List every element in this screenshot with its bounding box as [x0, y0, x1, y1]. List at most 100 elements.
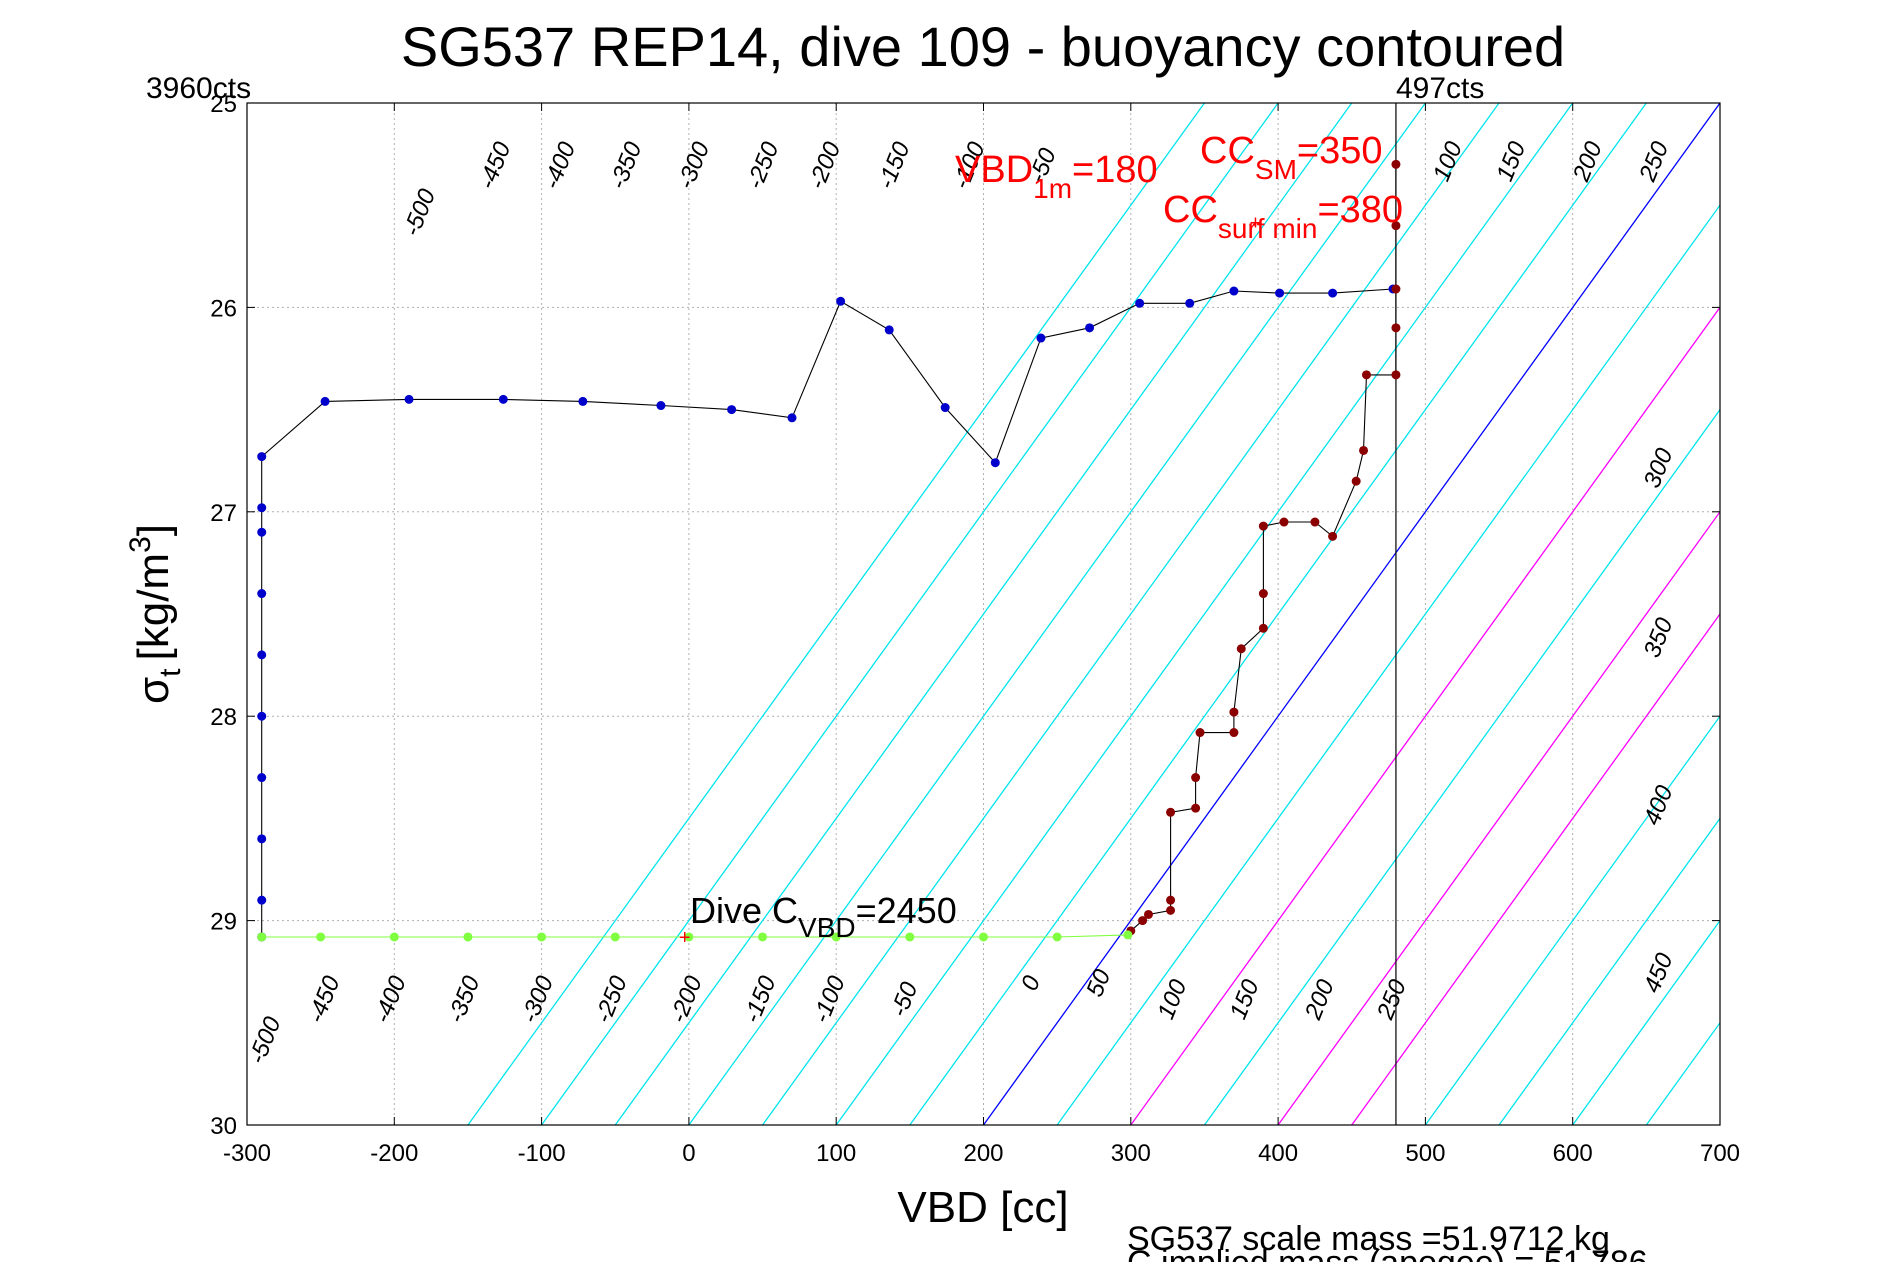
contour-label-top: -400: [538, 138, 581, 193]
data-point: [1085, 323, 1095, 333]
contour-line-cyan: [1794, 103, 1891, 1125]
data-point: [1391, 159, 1401, 169]
x-tick-label: 700: [1700, 1140, 1740, 1167]
contour-line-cyan: [1203, 408, 1720, 1125]
data-point: [1258, 589, 1268, 599]
series-layer: ++: [257, 103, 1401, 1125]
y-label-units-sup: 3: [124, 536, 157, 553]
data-point: [979, 932, 988, 942]
contour-label-top: 200: [1567, 137, 1608, 186]
annotation-cc-surf-min: CCsurf min=380: [1163, 189, 1403, 244]
y-label-sub: t: [154, 668, 187, 677]
top-right-counts: 497cts: [1396, 72, 1484, 105]
contour-line-cyan: [835, 103, 1574, 1125]
x-tick-label: 400: [1258, 1140, 1298, 1167]
data-point: [1166, 905, 1176, 915]
y-tick-label: 27: [210, 500, 237, 527]
y-axis-ticks: 25 26 27 28 29 30: [210, 91, 1720, 1140]
contour-label-top: -500: [398, 185, 441, 240]
data-point: [257, 834, 267, 844]
data-point: [578, 396, 588, 406]
data-point: [656, 401, 666, 411]
data-point: [1195, 728, 1205, 738]
y-label-units: [kg/m: [129, 553, 178, 661]
data-point: [257, 589, 267, 599]
data-point: [1191, 773, 1201, 783]
y-tick-label: 25: [210, 91, 237, 118]
x-tick-label: 100: [816, 1140, 856, 1167]
contour-label-bottom: 150: [1225, 975, 1265, 1023]
y-tick-label: 28: [210, 704, 237, 731]
data-point: [1229, 286, 1239, 296]
series-line-0: [261, 288, 1394, 937]
contour-label-right: 350: [1639, 614, 1679, 662]
contour-line-cyan: [541, 103, 1279, 1125]
contour-line-cyan: [1572, 919, 1720, 1125]
y-axis-label: σt [kg/m3]: [124, 524, 187, 704]
chart-title: SG537 REP14, dive 109 - buoyancy contour…: [401, 15, 1565, 78]
data-point: [990, 458, 1000, 468]
contour-line-200: [1277, 510, 1720, 1125]
data-point: [1123, 930, 1133, 940]
contour-label-top: 150: [1491, 137, 1531, 185]
data-point: [787, 413, 797, 423]
contour-line-cyan: [762, 103, 1500, 1125]
contour-line-cyan: [1719, 1123, 1720, 1125]
contour-line-0: [982, 103, 1720, 1125]
x-tick-label: -100: [518, 1140, 566, 1167]
data-point: [404, 394, 414, 404]
data-point: [257, 452, 267, 462]
x-axis-label: VBD [cc]: [897, 1183, 1068, 1232]
annotation-vbd-1m: VBD1m=180: [955, 149, 1158, 204]
annotation-dive-cvbd: Dive CVBD=2450: [690, 890, 957, 943]
contour-label-bottom: -500: [244, 1013, 287, 1068]
data-point: [836, 296, 846, 306]
dive-cvbd-marker: +: [679, 927, 691, 949]
data-point: [257, 503, 267, 513]
data-point: [1166, 807, 1176, 817]
contour-label-bottom: -100: [808, 972, 851, 1027]
contour-label-right: 400: [1639, 781, 1679, 829]
data-point: [1185, 298, 1195, 308]
x-tick-label: -300: [223, 1140, 271, 1167]
data-point: [1391, 370, 1401, 380]
data-point: [727, 405, 737, 415]
data-point: [1310, 517, 1320, 527]
data-point: [257, 650, 267, 660]
data-point: [1135, 298, 1145, 308]
contour-label-top: -200: [803, 138, 846, 193]
x-tick-label: -200: [370, 1140, 418, 1167]
data-point: [463, 932, 473, 942]
data-point: [905, 932, 915, 942]
data-point: [884, 325, 894, 335]
y-tick-label: 29: [210, 909, 237, 936]
contour-label-bottom: 50: [1081, 965, 1116, 1000]
cc-surf-min-marker: +: [1250, 212, 1262, 234]
data-point: [389, 932, 399, 942]
contour-label-bottom: 100: [1152, 975, 1192, 1023]
contour-line-250: [1351, 612, 1720, 1125]
contour-line-cyan: [1498, 817, 1720, 1125]
x-tick-label: 200: [963, 1140, 1003, 1167]
data-point: [1036, 333, 1046, 343]
y-tick-label: 30: [210, 1113, 237, 1140]
contour-label-bottom: 0: [1016, 971, 1046, 994]
contour-line-cyan: [688, 103, 1426, 1125]
data-point: [257, 711, 267, 721]
contour-label-top: -450: [473, 138, 516, 193]
data-point: [610, 932, 620, 942]
data-point: [1143, 909, 1153, 919]
y-tick-label: 26: [210, 295, 237, 322]
contour-line-cyan: [614, 103, 1353, 1125]
data-point: [1391, 323, 1401, 333]
x-axis-ticks: -300 -200 -100 0 100 200 300 400 500 600 700: [223, 103, 1740, 1167]
data-point: [1052, 932, 1062, 942]
contour-labels: -500 -450 -400 -350 -300 -250 -200 -150 -100 -50 1…: [244, 137, 1679, 1067]
data-point: [257, 932, 267, 942]
data-point: [316, 932, 326, 942]
footer-scale-mass: SG537 scale mass =51.9712 kg: [1127, 1220, 1610, 1258]
data-point: [1191, 803, 1201, 813]
data-point: [1166, 895, 1176, 905]
contour-label-top: -350: [604, 138, 647, 193]
x-tick-label: 0: [682, 1140, 695, 1167]
